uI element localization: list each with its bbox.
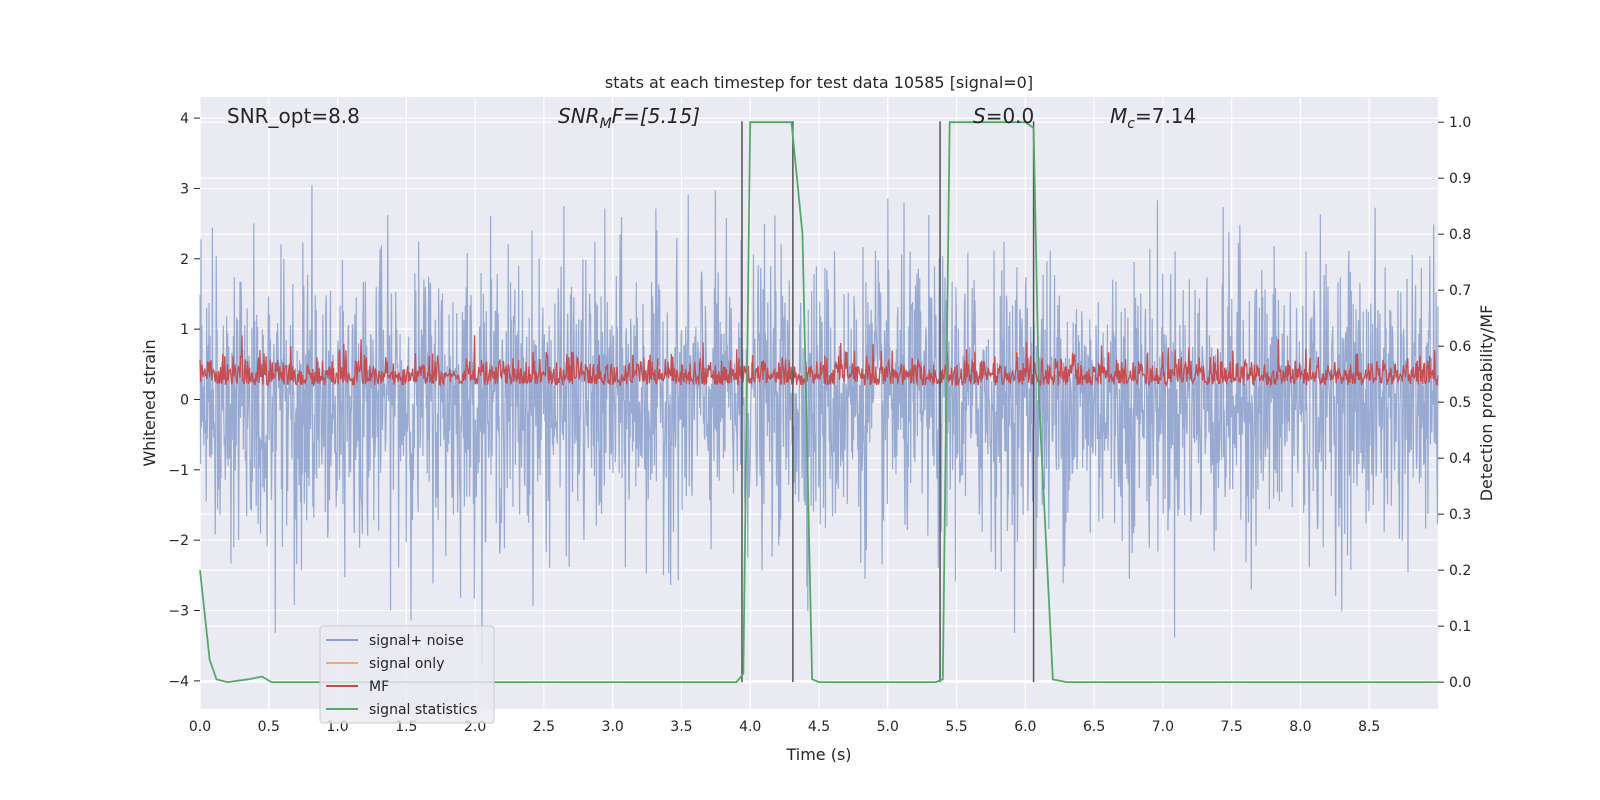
x-tick-label: 0.5 (258, 719, 280, 735)
y-tick-label: −3 (168, 604, 189, 620)
series-signal-noise (199, 185, 1439, 664)
legend: signal+ noise signal only MF signal stat… (319, 625, 495, 724)
y-right-tick-label: 0.1 (1449, 619, 1471, 635)
legend-label-mf: MF (369, 679, 389, 695)
x-tick-label: 3.5 (670, 719, 692, 735)
x-tick-label: 6.5 (1083, 719, 1105, 735)
x-tick-label: 3.0 (602, 719, 624, 735)
annotation-s-rest: =0.0 (986, 104, 1035, 128)
x-tick-label: 5.5 (945, 719, 967, 735)
y-right-tick-label: 0.8 (1449, 227, 1471, 243)
x-tick-label: 0.0 (189, 719, 211, 735)
x-tick-label: 5.0 (877, 719, 899, 735)
annotation-snr-mf: SNRMF=[5.15] (558, 104, 700, 132)
y-tick-label: −2 (168, 533, 189, 549)
y-tick-label: −4 (168, 674, 189, 690)
x-tick-label: 4.5 (808, 719, 830, 735)
x-ticks: 0.0 0.5 1.0 1.5 2.0 2.5 3.0 3.5 4.0 4.5 5.0 5.5 6.0 6… (189, 719, 1380, 735)
y-right-tick-label: 0.0 (1449, 675, 1471, 691)
legend-label-signal-only: signal only (369, 656, 444, 672)
annotation-mc-sub: c (1127, 116, 1135, 132)
legend-label-signal-statistics: signal statistics (369, 702, 477, 718)
annotation-mc: Mc=7.14 (1110, 104, 1196, 132)
chart-title: stats at each timestep for test data 105… (605, 73, 1033, 92)
y-right-tick-label: 0.6 (1449, 339, 1471, 355)
x-tick-label: 7.0 (1152, 719, 1174, 735)
legend-label-signal-noise: signal+ noise (369, 633, 464, 649)
y-ticks-left: 4 3 2 1 0 −1 −2 −3 −4 (168, 111, 200, 690)
x-tick-label: 8.0 (1289, 719, 1311, 735)
series-signal-statistics (199, 121, 1438, 684)
mf-line (199, 335, 1439, 388)
x-tick-label: 7.5 (1221, 719, 1243, 735)
annotation-snr-mf-rest: F=[5.15] (612, 104, 700, 128)
y-tick-label: 4 (180, 111, 189, 127)
annotation-mc-main: M (1110, 104, 1127, 128)
y-right-tick-label: 0.7 (1449, 283, 1471, 299)
y-right-tick-label: 0.4 (1449, 451, 1471, 467)
series-mf (199, 335, 1439, 388)
x-tick-label: 4.0 (739, 719, 761, 735)
x-tick-label: 6.0 (1014, 719, 1036, 735)
y-tick-label: −1 (168, 463, 189, 479)
x-axis-label: Time (s) (785, 745, 851, 764)
y-right-tick-label: 0.2 (1449, 563, 1471, 579)
y-tick-label: 2 (180, 252, 189, 268)
y-tick-label: 3 (180, 181, 189, 197)
signal-statistics-line (199, 121, 1438, 684)
y-axis-label: Whitened strain (140, 339, 159, 466)
annotation-snr-mf-main: SNR (558, 104, 600, 128)
annotation-s-main: S (973, 104, 986, 128)
x-tick-label: 8.5 (1358, 719, 1380, 735)
x-tick-label: 2.5 (533, 719, 555, 735)
legend-box (319, 625, 495, 724)
annotation-s: S=0.0 (973, 104, 1034, 128)
y-tick-label: 0 (180, 392, 189, 408)
annotation-snr-mf-sub: M (600, 116, 612, 132)
y-right-tick-label: 0.5 (1449, 395, 1471, 411)
annotation-snr-opt: SNR_opt=8.8 (227, 104, 360, 128)
y-right-tick-label: 0.3 (1449, 507, 1471, 523)
y-right-tick-label: 1.0 (1449, 115, 1471, 131)
annotation-mc-rest: =7.14 (1135, 104, 1196, 128)
y-ticks-right: 1.0 0.9 0.8 0.7 0.6 0.5 0.4 0.3 0.2 0.1 0.0 (1438, 115, 1471, 691)
vertical-markers (741, 121, 1035, 683)
y-axis-right-label: Detection probability/MF (1477, 305, 1496, 502)
y-right-tick-label: 0.9 (1449, 171, 1471, 187)
noise-line (199, 185, 1439, 664)
y-tick-label: 1 (180, 322, 189, 338)
